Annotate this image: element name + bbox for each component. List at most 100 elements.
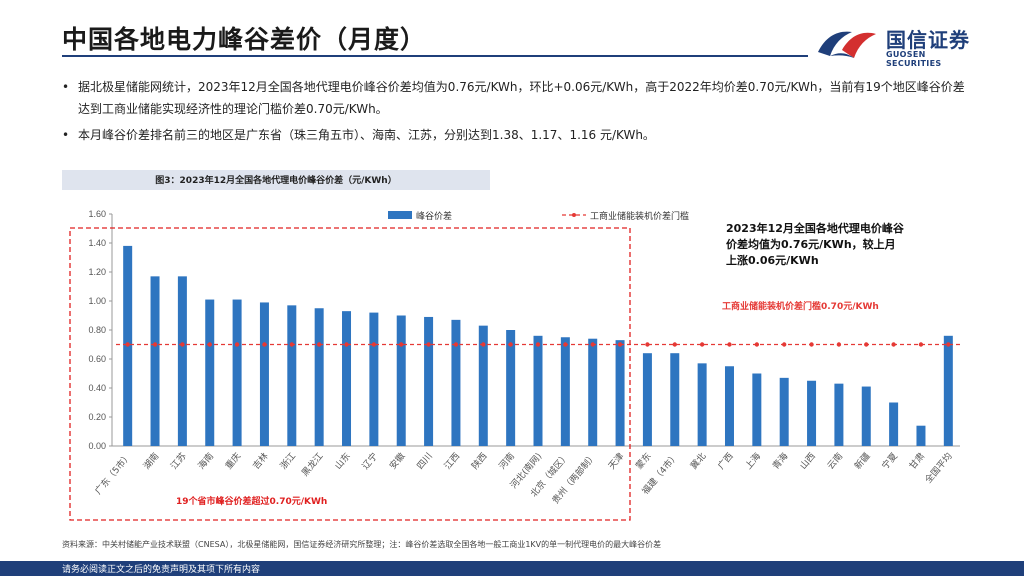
threshold-label: 工商业储能装机价差门槛0.70元/KWh bbox=[722, 300, 879, 312]
chart-legend: 峰谷价差 工商业储能装机价差门槛 bbox=[388, 210, 689, 222]
threshold-marker bbox=[344, 342, 349, 347]
x-tick-label: 全国平均 bbox=[922, 450, 954, 485]
threshold-marker bbox=[180, 342, 185, 347]
bar bbox=[506, 330, 516, 446]
threshold-marker bbox=[399, 342, 404, 347]
figure-caption-box: 图3：2023年12月全国各地代理电价峰谷价差（元/KWh） bbox=[62, 170, 490, 190]
threshold-marker bbox=[207, 342, 212, 347]
bar bbox=[424, 316, 434, 446]
title-divider bbox=[62, 55, 808, 57]
legend-swatch-bars bbox=[388, 211, 412, 219]
bar bbox=[342, 311, 352, 446]
threshold-marker bbox=[672, 342, 677, 347]
x-tick-label: 山西 bbox=[798, 451, 818, 472]
x-tick-label: 四川 bbox=[416, 452, 435, 472]
threshold-marker bbox=[918, 342, 924, 347]
x-tick-label: 甘肃 bbox=[906, 450, 927, 472]
x-tick-label: 海南 bbox=[195, 450, 216, 472]
x-tick-label: 重庆 bbox=[223, 450, 244, 472]
average-annotation-line: 上涨0.06元/KWh bbox=[726, 253, 819, 267]
x-tick-label: 上海 bbox=[742, 450, 763, 472]
threshold-marker bbox=[864, 342, 869, 347]
bar bbox=[861, 386, 871, 446]
page-title: 中国各地电力峰谷差价（月度） bbox=[62, 25, 427, 54]
threshold-marker bbox=[946, 342, 951, 347]
summary-bullets: 据北极星储能网统计，2023年12月全国各地代理电价峰谷价差均值为0.76元/K… bbox=[62, 76, 972, 150]
legend-label-threshold: 工商业储能装机价差门槛 bbox=[590, 210, 689, 222]
x-tick-label: 湖南 bbox=[141, 450, 162, 472]
bar bbox=[314, 308, 324, 446]
y-tick-label: 0.40 bbox=[88, 383, 106, 393]
y-tick-label: 1.60 bbox=[88, 209, 106, 219]
bar bbox=[588, 338, 598, 446]
average-annotation-line: 2023年12月全国各地代理电价峰谷 bbox=[726, 221, 905, 235]
threshold-marker bbox=[781, 342, 787, 347]
bar bbox=[287, 305, 297, 446]
chart-annotations: 2023年12月全国各地代理电价峰谷价差均值为0.76元/KWh，较上月上涨0.… bbox=[69, 221, 905, 521]
threshold-marker bbox=[481, 342, 486, 347]
footer-bar: 请务必阅读正文之后的免责声明及其项下所有内容 bbox=[0, 561, 1024, 576]
x-tick-label: 天津 bbox=[606, 451, 626, 472]
threshold-marker bbox=[754, 342, 760, 347]
threshold-marker bbox=[426, 342, 431, 347]
bar bbox=[451, 319, 461, 446]
bar bbox=[150, 276, 160, 446]
threshold-marker bbox=[316, 342, 322, 347]
threshold-marker bbox=[125, 342, 130, 347]
bar bbox=[834, 383, 844, 446]
threshold-marker bbox=[836, 342, 842, 347]
x-tick-label: 冀北 bbox=[688, 450, 709, 472]
threshold-marker bbox=[590, 342, 595, 347]
bar bbox=[807, 380, 817, 446]
threshold-marker bbox=[371, 342, 377, 347]
bar bbox=[943, 335, 953, 446]
legend-marker-threshold bbox=[572, 213, 576, 217]
threshold-marker bbox=[617, 342, 623, 347]
threshold-marker bbox=[699, 342, 705, 347]
bar bbox=[670, 353, 680, 446]
x-tick-label: 陕西 bbox=[469, 450, 490, 472]
threshold-marker bbox=[535, 342, 541, 347]
logo-chinese-name: 国信证券 bbox=[886, 28, 970, 52]
y-tick-label: 1.00 bbox=[88, 296, 106, 306]
threshold-marker bbox=[262, 342, 267, 347]
y-tick-label: 1.20 bbox=[88, 267, 106, 277]
x-tick-label: 广西 bbox=[715, 450, 736, 472]
x-tick-label: 安徽 bbox=[387, 450, 408, 472]
bar bbox=[697, 363, 707, 446]
bar bbox=[779, 377, 789, 446]
bullet-item: 据北极星储能网统计，2023年12月全国各地代理电价峰谷价差均值为0.76元/K… bbox=[62, 76, 972, 120]
source-note: 资料来源：中关村储能产业技术联盟（CNESA），北极星储能网，国信证券经济研究所… bbox=[62, 540, 662, 549]
bar bbox=[752, 373, 762, 446]
x-tick-label: 吉林 bbox=[250, 450, 271, 472]
over-threshold-box bbox=[69, 227, 631, 521]
x-tick-label: 山东 bbox=[332, 450, 353, 472]
company-logo: 国信证券 GUOSEN SECURITIES bbox=[812, 22, 982, 68]
x-tick-label: 广东（5市） bbox=[92, 450, 134, 497]
bar bbox=[396, 315, 406, 446]
legend-label-bars: 峰谷价差 bbox=[416, 210, 452, 222]
over-threshold-label: 19个省市峰谷价差超过0.70元/KWh bbox=[176, 495, 327, 507]
x-tick-label: 新疆 bbox=[852, 450, 873, 472]
bar bbox=[916, 425, 926, 446]
bar bbox=[560, 337, 570, 446]
average-annotation-line: 价差均值为0.76元/KWh，较上月 bbox=[726, 237, 896, 251]
threshold-marker bbox=[645, 342, 650, 347]
x-tick-label: 黑龙江 bbox=[299, 450, 326, 478]
bar bbox=[232, 299, 242, 446]
logo-english-name: GUOSEN SECURITIES bbox=[886, 50, 942, 68]
bar bbox=[369, 312, 379, 446]
y-tick-label: 0.20 bbox=[88, 412, 106, 422]
threshold-marker bbox=[234, 342, 240, 347]
threshold-line-group bbox=[116, 342, 960, 347]
x-tick-label: 辽宁 bbox=[359, 450, 380, 472]
bar bbox=[478, 325, 488, 446]
y-tick-label: 0.00 bbox=[88, 441, 106, 451]
bar bbox=[205, 299, 215, 446]
threshold-marker bbox=[289, 342, 295, 347]
threshold-marker bbox=[453, 342, 459, 347]
x-tick-label: 云南 bbox=[824, 450, 845, 472]
x-tick-label: 江西 bbox=[442, 451, 462, 472]
x-tick-label: 宁夏 bbox=[879, 450, 900, 472]
y-tick-label: 0.80 bbox=[88, 325, 106, 335]
